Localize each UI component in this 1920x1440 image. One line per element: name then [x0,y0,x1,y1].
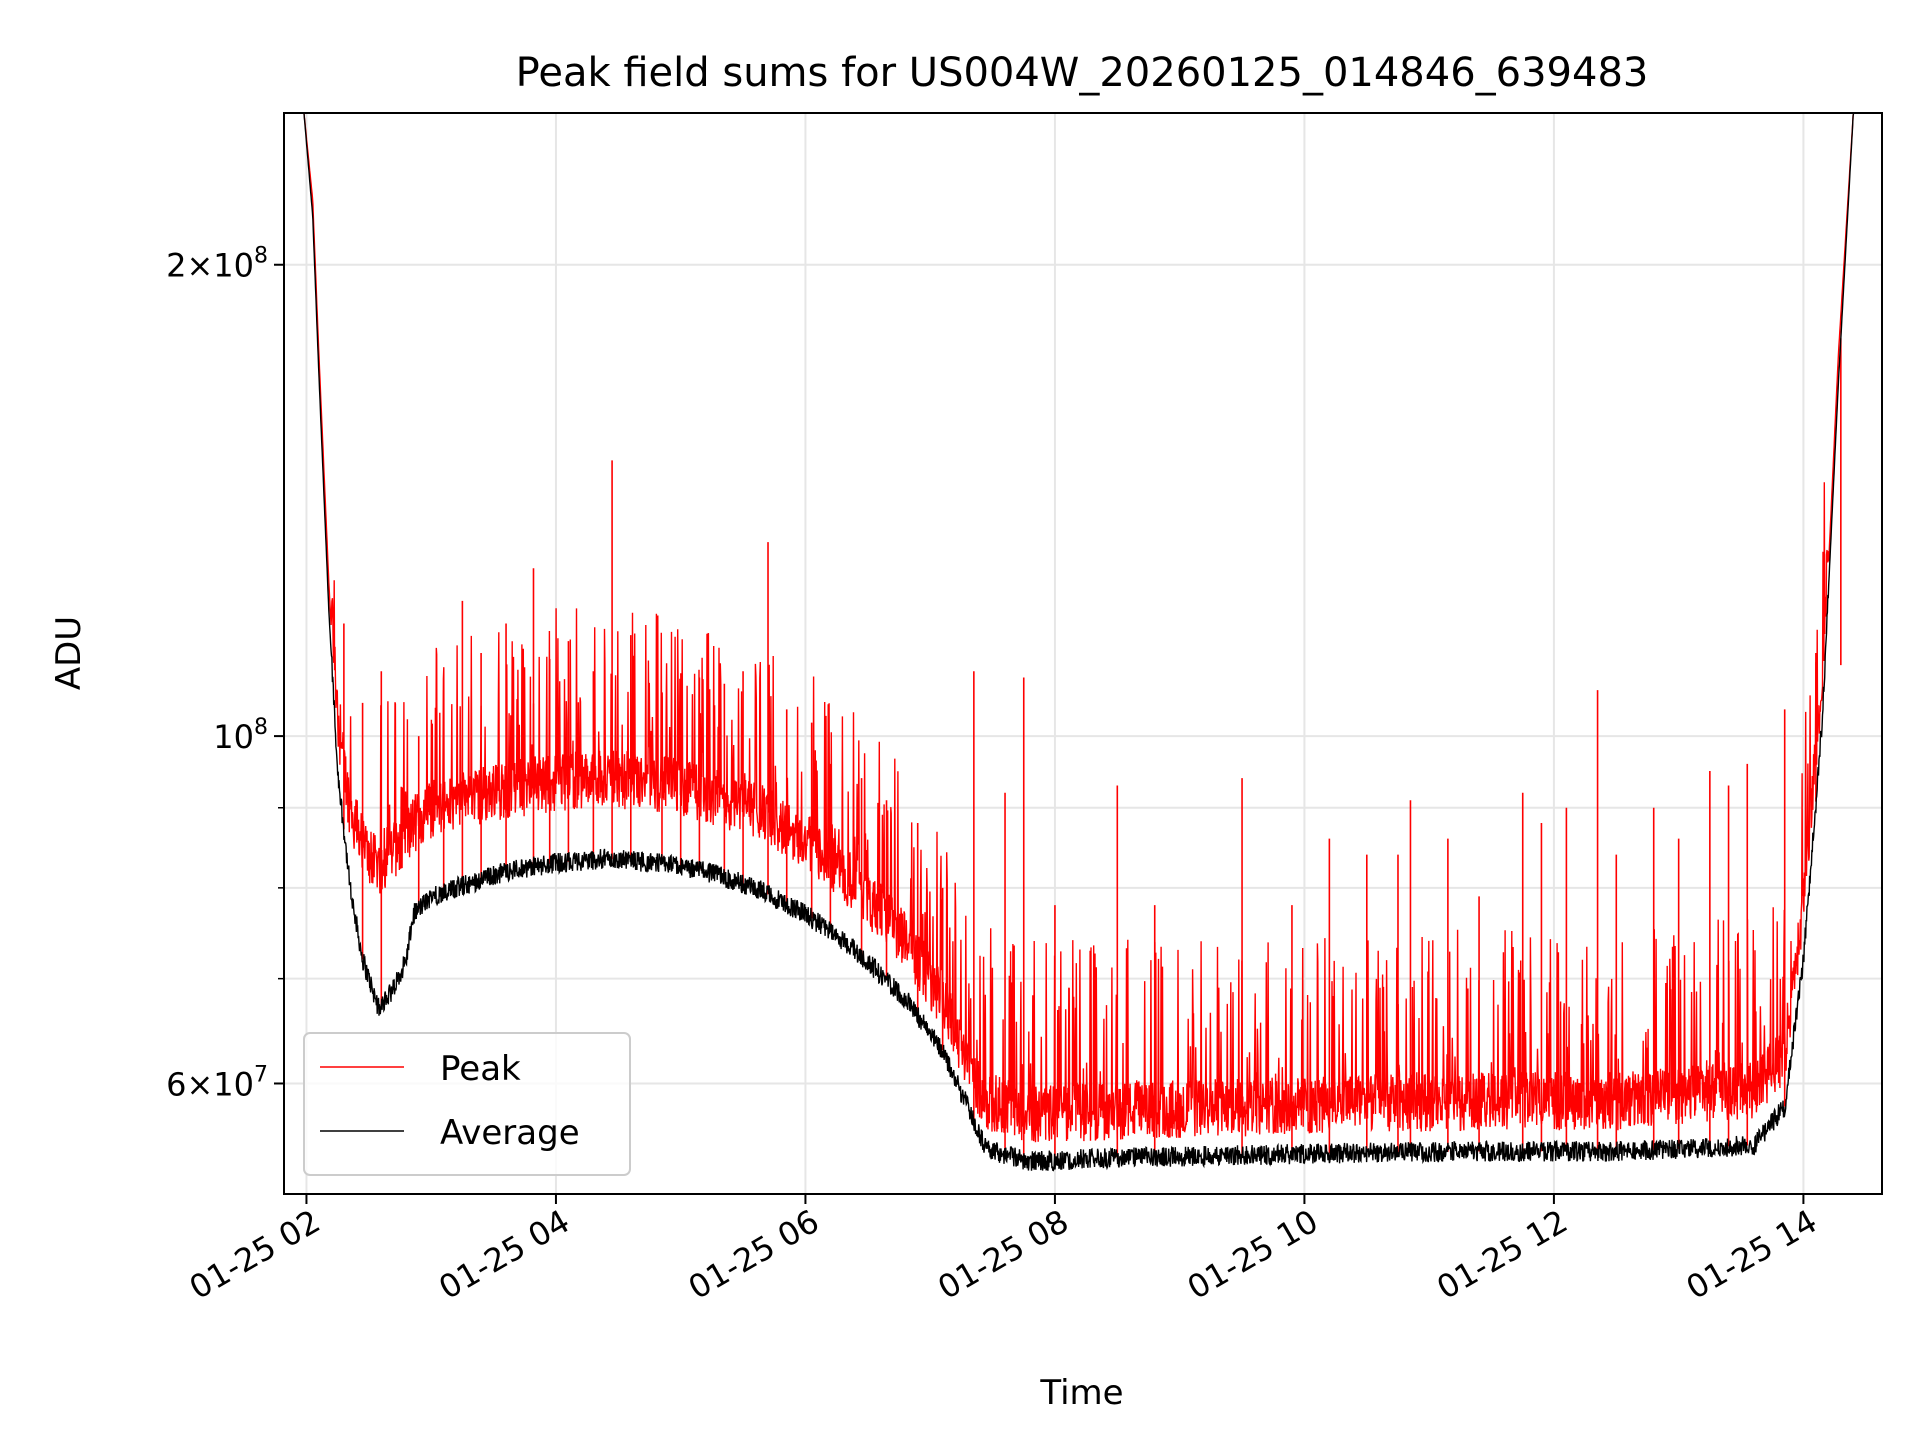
y-tick-label: 2×108 [166,244,268,285]
x-axis-label: Time [1039,1373,1123,1413]
legend-label-average: Average [440,1113,580,1153]
series-average-line [284,113,1882,1172]
chart-title: Peak field sums for US004W_20260125_0148… [516,50,1649,96]
y-tick-label: 108 [213,715,268,756]
y-axis: 6×107 108 2×108 [166,244,284,1103]
legend: Peak Average [303,1032,631,1176]
series-peak-spikes [343,338,1842,1161]
plot-frame [283,112,1883,1195]
y-axis-label: ADU [49,616,89,690]
y-tick-label: 6×107 [166,1062,268,1103]
legend-label-peak: Peak [440,1049,521,1089]
plot-series [284,113,1882,1172]
legend-box [303,1032,631,1176]
